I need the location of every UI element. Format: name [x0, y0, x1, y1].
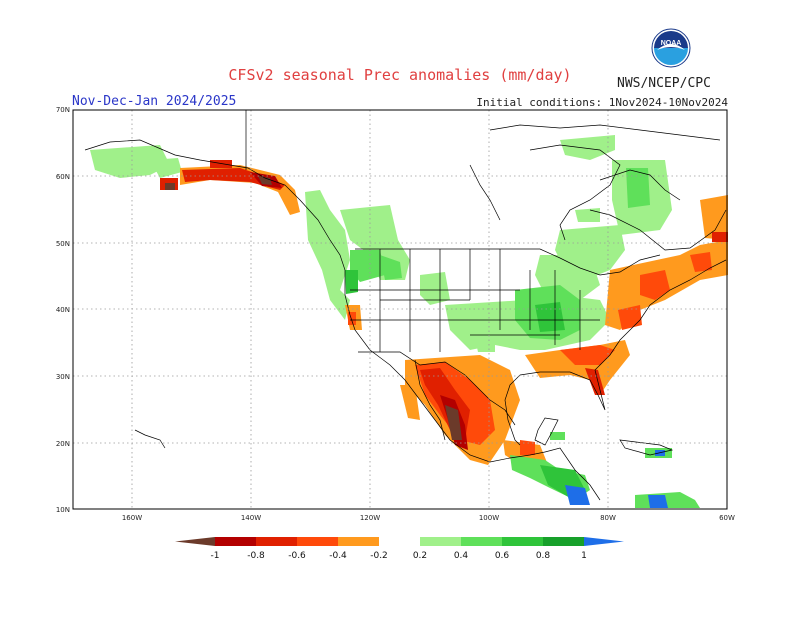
agency-label: NWS/NCEP/CPC	[617, 76, 711, 91]
latitude-labels: 70N 60N 50N 40N 30N 20N 10N	[56, 106, 70, 514]
colorbar-swatch	[543, 537, 584, 546]
lon-label: 100W	[479, 514, 499, 522]
lat-label: 60N	[56, 173, 70, 181]
colorbar: -1 -0.8 -0.6 -0.4 -0.2 0.2 0.4 0.6 0.8 1	[175, 537, 624, 561]
colorbar-label: -1	[211, 551, 220, 561]
gridlines	[73, 110, 727, 509]
map-frame	[72, 109, 728, 510]
lat-label: 40N	[56, 306, 70, 314]
colorbar-swatch	[420, 537, 461, 546]
lat-label: 50N	[56, 240, 70, 248]
lon-label: 140W	[241, 514, 261, 522]
colorbar-swatch	[461, 537, 502, 546]
lon-label: 60W	[719, 514, 735, 522]
colorbar-swatch	[379, 537, 420, 546]
noaa-logo-text: NOAA	[661, 40, 682, 47]
colorbar-label: 1	[581, 551, 587, 561]
noaa-logo: NOAA	[651, 28, 691, 68]
colorbar-swatch	[256, 537, 297, 546]
borders	[245, 110, 661, 426]
lat-label: 70N	[56, 106, 70, 114]
colorbar-label: 0.2	[413, 551, 427, 561]
anomaly-shading	[90, 135, 728, 508]
coastlines	[84, 124, 727, 501]
colorbar-arrow-high	[584, 537, 624, 546]
colorbar-swatch	[502, 537, 543, 546]
colorbar-label: -0.8	[247, 551, 265, 561]
lat-label: 20N	[56, 440, 70, 448]
colorbar-label: 0.4	[454, 551, 469, 561]
colorbar-swatch	[338, 537, 379, 546]
initial-conditions: Initial conditions: 1Nov2024-10Nov2024	[476, 96, 728, 109]
lat-label: 30N	[56, 373, 70, 381]
lon-label: 80W	[600, 514, 616, 522]
colorbar-label: 0.8	[536, 551, 551, 561]
lon-label: 160W	[122, 514, 142, 522]
forecast-period: Nov-Dec-Jan 2024/2025	[72, 94, 237, 109]
longitude-labels: 160W 140W 120W 100W 80W 60W	[122, 514, 735, 522]
colorbar-label: -0.6	[288, 551, 306, 561]
map-title: CFSv2 seasonal Prec anomalies (mm/day)	[228, 66, 572, 84]
colorbar-arrow-low	[175, 537, 215, 546]
colorbar-label: -0.4	[329, 551, 347, 561]
colorbar-label: -0.2	[370, 551, 388, 561]
colorbar-label: 0.6	[495, 551, 510, 561]
lat-label: 10N	[56, 506, 70, 514]
colorbar-swatch	[215, 537, 256, 546]
colorbar-swatch	[297, 537, 338, 546]
lon-label: 120W	[360, 514, 380, 522]
